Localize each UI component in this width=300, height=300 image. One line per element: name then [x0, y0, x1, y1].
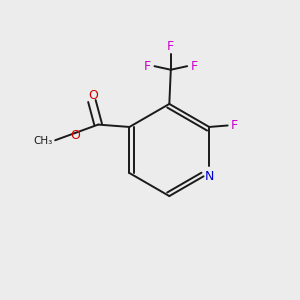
Text: CH₃: CH₃ [33, 136, 52, 146]
Text: O: O [88, 89, 98, 102]
Text: F: F [144, 60, 151, 73]
Text: F: F [167, 40, 174, 53]
Text: N: N [205, 170, 214, 183]
Text: F: F [231, 119, 238, 132]
Text: F: F [191, 60, 198, 73]
Text: O: O [70, 129, 80, 142]
